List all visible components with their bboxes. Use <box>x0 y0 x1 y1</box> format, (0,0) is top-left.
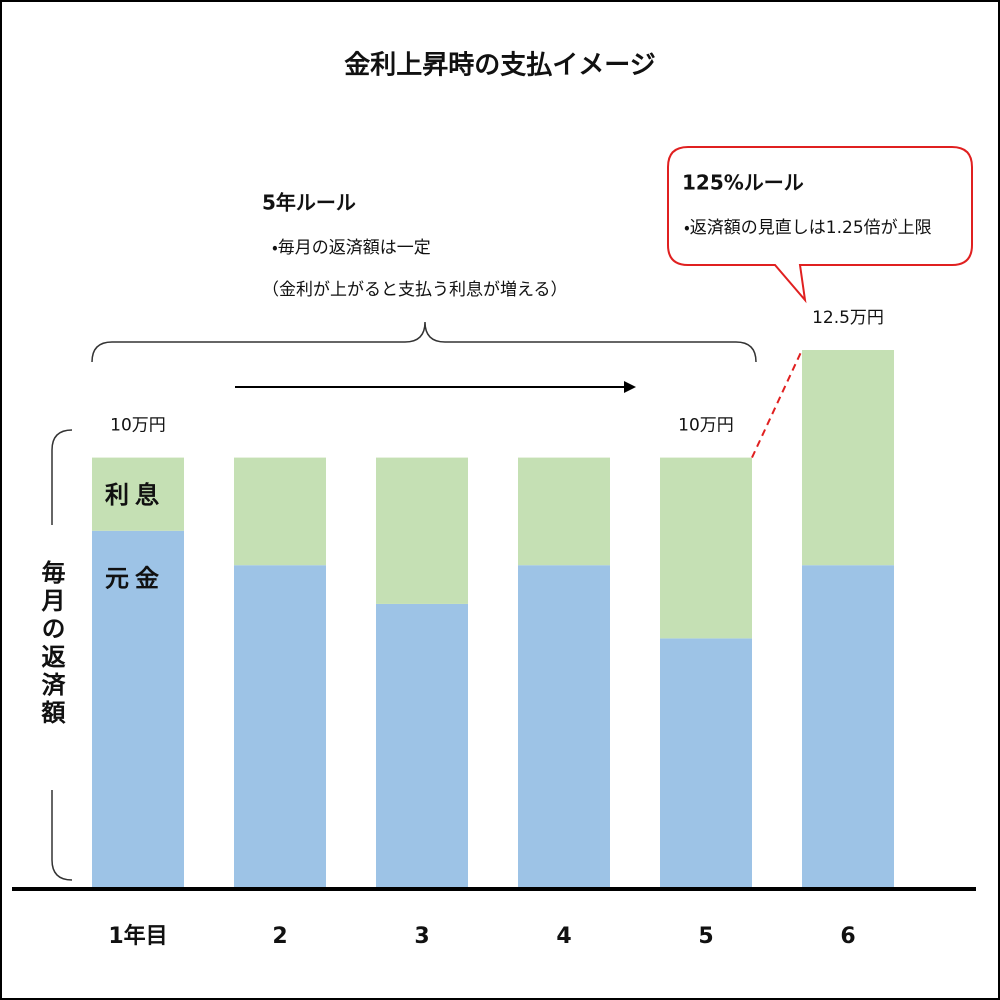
brace <box>91 321 757 363</box>
bar-segment <box>234 457 326 566</box>
total-label: 10万円 <box>110 416 166 436</box>
brace <box>51 429 73 881</box>
bar-segment <box>518 565 610 888</box>
x-tick-label: 6 <box>840 924 855 949</box>
rule-line: ・毎月の返済額は一定 <box>272 238 431 258</box>
bar-segment <box>660 457 752 639</box>
chart-title: 金利上昇時の支払イメージ <box>344 51 655 81</box>
x-tick-label: 3 <box>414 924 429 949</box>
x-tick-label: 4 <box>556 924 571 949</box>
arrow-head <box>624 381 636 393</box>
rule-heading: 5年ルール <box>262 191 356 215</box>
y-axis-label: 毎月の返済額 <box>37 560 66 728</box>
bars <box>92 350 894 888</box>
callout-heading: 125%ルール <box>682 171 804 195</box>
bar-segment <box>802 565 894 888</box>
bar-segment <box>802 350 894 566</box>
callout <box>667 146 973 304</box>
bar-segment <box>234 565 326 888</box>
x-tick-label: 2 <box>272 924 287 949</box>
bar-segment <box>92 530 184 888</box>
bar-segment <box>660 638 752 888</box>
total-label: 10万円 <box>678 416 734 436</box>
series-label: 元金 <box>105 564 165 592</box>
x-tick-label: 5 <box>698 924 713 949</box>
bar-segment <box>92 457 184 531</box>
x-tick-label: 1年目 <box>108 923 167 949</box>
bar-segment <box>376 457 468 604</box>
total-label: 12.5万円 <box>812 308 884 328</box>
bar-segment <box>376 603 468 888</box>
rule-line: （金利が上がると支払う利息が増える） <box>262 280 568 300</box>
series-label: 利息 <box>105 481 165 509</box>
callout-line: ・返済額の見直しは1.25倍が上限 <box>684 218 932 238</box>
bar-segment <box>518 457 610 566</box>
connector <box>751 349 803 459</box>
